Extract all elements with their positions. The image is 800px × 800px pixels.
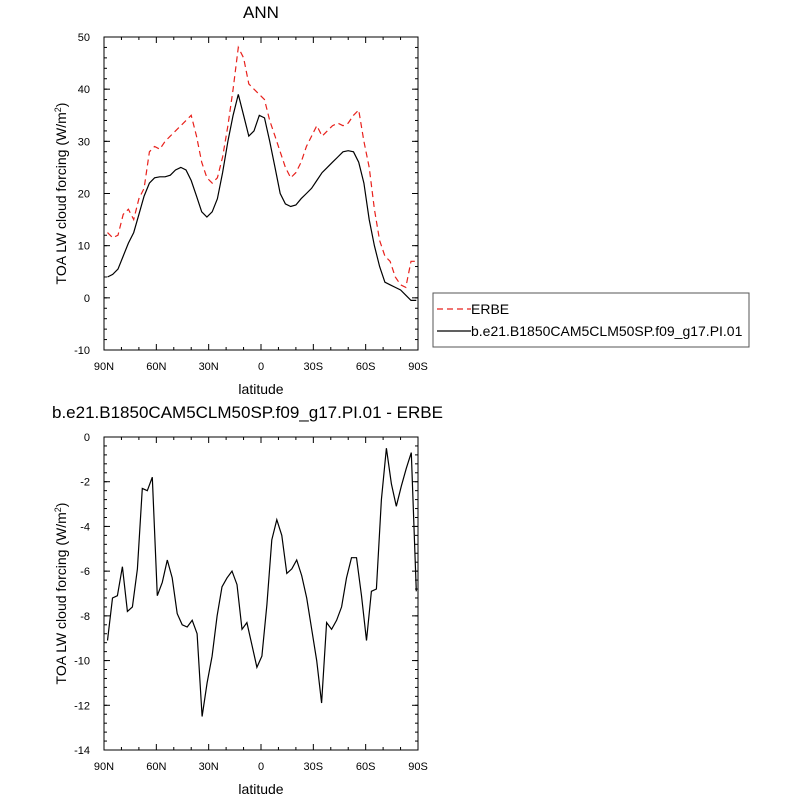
x-tick-label: 0 [258, 361, 264, 373]
y-axis-label-sup: 2 [53, 107, 63, 112]
x-tick-label: 30S [304, 361, 324, 373]
bottom-chart: b.e21.B1850CAM5CLM50SP.f09_g17.PI.01 - E… [52, 403, 443, 797]
series-line-erbe [107, 45, 417, 289]
x-tick-label: 90S [408, 761, 428, 773]
chart-title: ANN [243, 3, 279, 22]
x-tick-label: 30N [199, 361, 219, 373]
x-tick-label: 90S [408, 361, 428, 373]
y-tick-label: -6 [80, 566, 90, 578]
y-tick-label: 30 [78, 136, 90, 148]
y-axis-label-main: TOA LW cloud forcing (W/m [53, 112, 69, 284]
x-tick-label: 90N [94, 761, 114, 773]
y-tick-label: 50 [78, 32, 90, 44]
y-tick-label: -14 [74, 745, 90, 757]
x-tick-label: 90N [94, 361, 114, 373]
plot-frame [103, 36, 419, 351]
legend: ERBE b.e21.B1850CAM5CLM50SP.f09_g17.PI.01 [432, 292, 750, 348]
legend-label: b.e21.B1850CAM5CLM50SP.f09_g17.PI.01 [471, 323, 743, 339]
x-tick-label: 30S [304, 761, 324, 773]
y-tick-label: 0 [84, 432, 90, 444]
y-tick-label: 40 [78, 84, 90, 96]
top-chart: ANN 90N 60N 30N 0 30S 60S 90S -10 0 10 20 30 40 50 lati… [53, 3, 428, 397]
series-line-b-e21-b1850cam5clm50sp-f09-g17-pi-01 [107, 94, 417, 301]
x-tick-label: 30N [199, 761, 219, 773]
x-tick-label: 60N [146, 761, 166, 773]
x-tick-label: 60S [356, 761, 376, 773]
series-line-difference [106, 448, 417, 717]
x-tick-label: 60N [146, 361, 166, 373]
y-tick-label: 0 [84, 293, 90, 305]
chart-title: b.e21.B1850CAM5CLM50SP.f09_g17.PI.01 - E… [52, 403, 443, 422]
y-axis-label-end: ) [53, 103, 69, 108]
y-tick-label: -8 [80, 611, 90, 623]
y-axis-label: TOA LW cloud forcing (W/m2) [53, 503, 69, 685]
y-tick-label: 20 [78, 189, 90, 201]
y-axis-label-main: TOA LW cloud forcing (W/m [53, 512, 69, 684]
x-axis-label: latitude [238, 781, 283, 797]
legend-box [432, 292, 750, 348]
y-tick-label: 10 [78, 241, 90, 253]
y-tick-label: -4 [80, 521, 90, 533]
y-tick-label: -2 [80, 477, 90, 489]
y-tick-label: -10 [74, 656, 90, 668]
y-axis-label-sup: 2 [53, 507, 63, 512]
x-axis-label: latitude [238, 381, 283, 397]
y-tick-label: -10 [74, 345, 90, 357]
y-axis-label: TOA LW cloud forcing (W/m2) [53, 103, 69, 285]
y-tick-label: -12 [74, 700, 90, 712]
legend-label: ERBE [471, 301, 509, 317]
x-tick-label: 0 [258, 761, 264, 773]
x-tick-label: 60S [356, 361, 376, 373]
y-axis-label-end: ) [53, 503, 69, 508]
